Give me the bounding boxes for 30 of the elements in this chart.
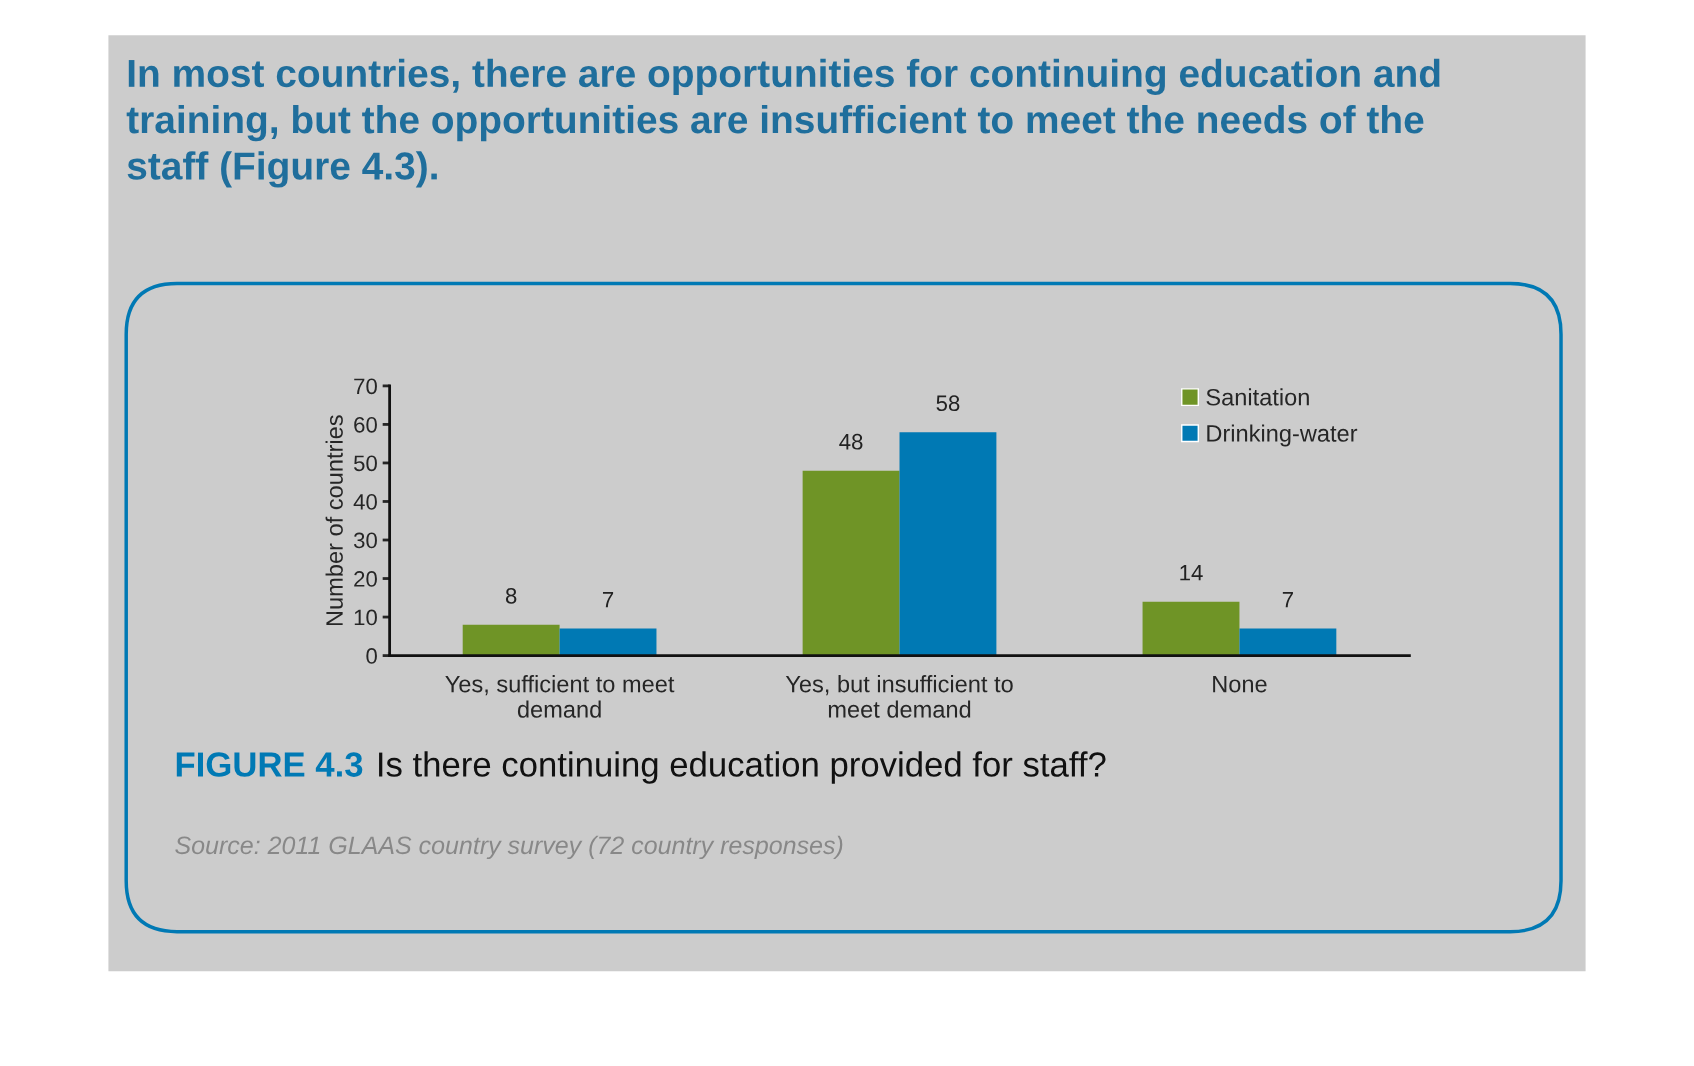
y-tick-label: 30 — [353, 532, 377, 549]
y-tick-label: 50 — [353, 455, 377, 472]
x-tick-label: Yes, but insufficient to meet demand — [785, 675, 1013, 718]
y-tick-label: 20 — [354, 571, 377, 587]
data-label: 8 — [505, 587, 517, 604]
source-note: Source: 2011 GLAAS country survey (72 country responses) — [175, 835, 843, 860]
bar — [559, 628, 657, 656]
y-tick-label: 0 — [366, 648, 377, 664]
data-label: 7 — [1282, 592, 1293, 608]
bar — [899, 432, 997, 656]
caption: FIGURE 4.3 — [176, 752, 363, 777]
x-tick-label: Yes, sufficient to meet demand — [445, 675, 675, 718]
bar — [802, 470, 900, 656]
y-tick-label: 70 — [354, 378, 377, 395]
text: Is there continuing education provided for staff? — [379, 751, 1106, 784]
y-axis-title: Number of countries — [325, 415, 343, 626]
legend-label: Sanitation — [1206, 388, 1309, 406]
y-tick-label: 10 — [354, 609, 377, 626]
chart-title: In most countries, there are opportunities for continuing education and training, but the opportunities are insufficient to meet the needs of the staff (Figure 4.3). — [126, 58, 1440, 188]
y-tick-label: 40 — [353, 494, 377, 510]
bar — [1142, 601, 1240, 656]
data-label: 58 — [936, 395, 960, 412]
data-label: 48 — [839, 433, 863, 450]
legend-label: Drinking-water — [1207, 424, 1358, 447]
y-tick-label: 60 — [354, 416, 377, 433]
bar — [462, 624, 560, 656]
data-label: 7 — [602, 592, 614, 608]
x-tick-label: None — [1213, 675, 1267, 693]
bar — [1239, 628, 1337, 656]
data-label: 14 — [1180, 565, 1203, 581]
